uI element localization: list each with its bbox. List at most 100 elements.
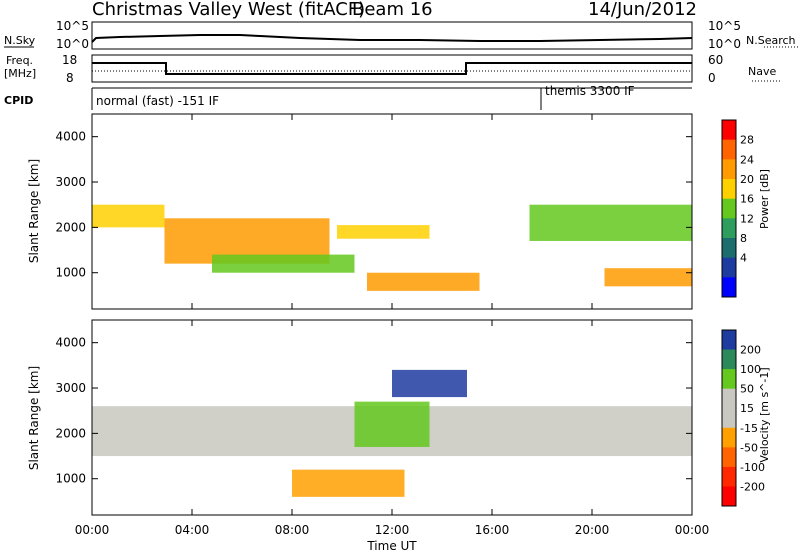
colorbar-swatch — [722, 139, 736, 160]
freq-panel-frame — [91, 54, 693, 83]
colorbar-swatch — [722, 349, 736, 370]
heatmap-region — [92, 204, 165, 228]
velocity-ylabel: Slant Range [km] — [27, 366, 41, 470]
colorbar-tick-label: 12 — [740, 212, 754, 225]
power-y-ticks: 1000 2000 3000 4000 — [55, 130, 692, 280]
colorbar-tick-label: 100 — [740, 363, 761, 376]
x-tick-label: 04:00 — [175, 523, 210, 537]
freq-unit-label: [MHz] — [4, 67, 36, 80]
heatmap-region — [392, 369, 467, 398]
freq-panel: Freq. [MHz] Nave 18 8 60 0 — [4, 53, 780, 85]
noise-right-label: N.Search — [746, 34, 796, 47]
noise-left-label: N.Sky — [4, 34, 36, 47]
colorbar-tick-label: -15 — [740, 422, 758, 435]
heatmap-region — [212, 254, 355, 273]
colorbar-swatch — [722, 218, 736, 239]
colorbar-tick-label: 16 — [740, 193, 754, 206]
y-tick-label: 1000 — [55, 472, 86, 486]
colorbar-swatch — [722, 466, 736, 487]
power-colorbar: 28 24 20 16 12 8 4 — [721, 119, 754, 298]
cpid-mode-1: normal (fast) -151 IF — [96, 94, 219, 108]
colorbar-tick-label: 20 — [740, 173, 754, 186]
cpid-mode-2: themis 3300 IF — [545, 84, 635, 98]
colorbar-swatch — [722, 369, 736, 390]
nave-tick-bottom: 0 — [708, 71, 716, 85]
cpid-label: CPID — [4, 94, 33, 107]
y-tick-label: 3000 — [55, 175, 86, 189]
colorbar-swatch — [722, 486, 736, 507]
nave-tick-top: 60 — [708, 53, 723, 67]
velocity-panel: Slant Range [km] 1000 2000 3000 4000 — [27, 319, 693, 516]
colorbar-swatch — [722, 159, 736, 180]
y-tick-label: 2000 — [55, 220, 86, 234]
colorbar-tick-label: 8 — [740, 232, 747, 245]
x-tick-label: 00:00 — [675, 523, 710, 537]
noise-right-tick-top: 10^5 — [708, 19, 741, 33]
noise-panel-frame — [91, 21, 693, 50]
nave-label: Nave — [748, 65, 776, 78]
beam-label: Beam 16 — [352, 0, 433, 20]
y-tick-label: 4000 — [55, 130, 86, 144]
colorbar-swatch — [722, 120, 736, 141]
freq-tick-top: 18 — [62, 53, 77, 67]
x-axis-ticks: 00:00 04:00 08:00 12:00 16:00 20:00 00:00 — [75, 114, 710, 537]
cpid-panel: CPID normal (fast) -151 IF themis 3300 I… — [4, 84, 692, 110]
colorbar-tick-label: 28 — [740, 134, 754, 147]
colorbar-swatch — [722, 388, 736, 409]
heatmap-region — [337, 225, 430, 239]
freq-tick-bottom: 8 — [66, 71, 74, 85]
colorbar-swatch — [722, 427, 736, 448]
heatmap-region — [604, 268, 692, 287]
colorbar-swatch — [722, 257, 736, 278]
colorbar-swatch — [722, 447, 736, 468]
figure-title: Christmas Valley West (fitACF) — [92, 0, 365, 20]
x-axis-label: Time UT — [366, 539, 417, 553]
colorbar-swatch — [722, 198, 736, 219]
y-tick-label: 4000 — [55, 336, 86, 350]
velocity-y-ticks: 1000 2000 3000 4000 — [55, 336, 692, 486]
power-colorbar-label: Power [dB] — [758, 169, 771, 229]
y-tick-label: 2000 — [55, 426, 86, 440]
colorbar-tick-label: 200 — [740, 344, 761, 357]
x-tick-label: 16:00 — [475, 523, 510, 537]
power-panel: Slant Range [km] 1000 2000 3000 4000 — [27, 113, 693, 310]
colorbar-tick-label: -200 — [740, 480, 765, 493]
colorbar-frame — [721, 329, 737, 507]
heatmap-region — [354, 401, 430, 447]
colorbar-tick-label: 4 — [740, 252, 747, 265]
velocity-colorbar-label: Velocity [m s^-1] — [758, 367, 771, 462]
noise-panel: N.Sky N.Search 10^5 10^0 10^5 10^0 — [4, 19, 798, 51]
freq-trace — [92, 62, 692, 75]
noise-right-tick-bottom: 10^0 — [708, 37, 741, 51]
colorbar-swatch — [722, 238, 736, 259]
noise-left-tick-top: 10^5 — [56, 19, 89, 33]
colorbar-swatch — [722, 277, 736, 298]
date-label: 14/Jun/2012 — [588, 0, 697, 20]
colorbar-swatch — [722, 179, 736, 200]
x-tick-label: 00:00 — [75, 523, 110, 537]
freq-label: Freq. — [6, 54, 33, 67]
colorbar-tick-label: -100 — [740, 461, 765, 474]
heatmap-region — [529, 204, 692, 241]
x-tick-label: 08:00 — [275, 523, 310, 537]
heatmap-region — [367, 272, 480, 291]
x-tick-label: 20:00 — [575, 523, 610, 537]
heatmap-region — [292, 469, 405, 497]
velocity-heatmap — [92, 369, 692, 497]
velocity-colorbar: 200 100 50 15 -15 -50 -100 -200 — [721, 329, 765, 507]
colorbar-tick-label: 50 — [740, 383, 754, 396]
sky-noise-trace — [91, 34, 693, 43]
y-tick-label: 3000 — [55, 381, 86, 395]
x-tick-label: 12:00 — [375, 523, 410, 537]
power-ylabel: Slant Range [km] — [27, 159, 41, 263]
colorbar-swatch — [722, 330, 736, 351]
colorbar-tick-label: -50 — [740, 441, 758, 454]
colorbar-tick-label: 15 — [740, 402, 754, 415]
power-heatmap — [92, 204, 692, 291]
y-tick-label: 1000 — [55, 266, 86, 280]
colorbar-frame — [721, 119, 737, 298]
colorbar-swatch — [722, 408, 736, 429]
colorbar-tick-label: 24 — [740, 153, 754, 166]
noise-left-tick-bottom: 10^0 — [56, 37, 89, 51]
